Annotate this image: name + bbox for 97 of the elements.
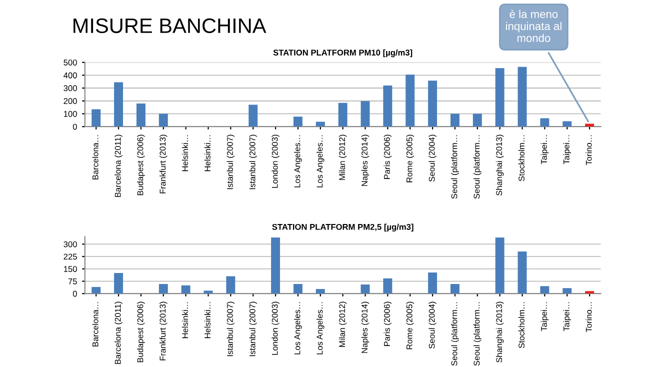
- x-tick-label: Barcelona (2011): [114, 134, 122, 197]
- bar: [114, 272, 124, 294]
- bar: [562, 288, 572, 294]
- bar: [450, 114, 460, 127]
- y-tick-label: 150: [64, 266, 77, 272]
- x-tick-label: Taipei…: [540, 302, 549, 332]
- bar: [540, 118, 550, 127]
- chart-title: STATION PLATFORM PM10 [µg/m3]: [273, 49, 412, 58]
- x-tick-label: Seoul (2004): [428, 302, 436, 349]
- x-tick-label: Shanghai (2013): [496, 134, 504, 196]
- x-tick-label: Los Angeles…: [294, 135, 302, 188]
- x-tick-label: Shanghai (2013): [496, 302, 504, 362]
- x-tick-label: London (2003): [272, 134, 280, 188]
- bar: [136, 103, 146, 127]
- y-tick-label: 500: [64, 60, 77, 66]
- x-tick-label: Los Angeles…: [316, 302, 324, 354]
- bar: [360, 284, 370, 294]
- x-tick-label: London (2003): [272, 302, 280, 355]
- bar: [158, 284, 168, 294]
- x-tick-label: Barcelona…: [92, 302, 98, 346]
- x-tick-label: Stockholm…: [518, 302, 524, 348]
- x-tick-label: Los Angeles…: [316, 135, 324, 188]
- y-tick-label: 225: [64, 254, 77, 260]
- bar: [585, 291, 594, 294]
- x-tick-label: Rome (2005): [406, 302, 414, 350]
- bar: [92, 287, 101, 294]
- x-tick-label: Taipei…: [540, 135, 549, 164]
- x-tick-label: Frankfurt (2013): [160, 302, 168, 360]
- bar: [181, 285, 190, 294]
- x-tick-label: Helsinki…: [204, 302, 210, 338]
- y-tick-label: 300: [64, 241, 77, 248]
- x-tick-label: Seoul (platform…: [451, 135, 459, 199]
- y-tick-label: 100: [64, 110, 77, 117]
- bar: [518, 66, 527, 127]
- bar: [360, 101, 370, 127]
- x-tick-label: Taipei…: [563, 302, 571, 332]
- x-tick-label: Helsinki…: [182, 135, 188, 172]
- x-tick-label: Budapest (2006): [137, 134, 145, 196]
- bar: [204, 290, 213, 294]
- x-tick-label: Stockholm…: [518, 135, 524, 182]
- x-tick-label: Frankfurt (2013): [160, 134, 168, 194]
- x-tick-label: Torino…: [586, 135, 592, 166]
- bar: [406, 74, 415, 127]
- x-tick-label: Torino…: [586, 302, 592, 332]
- x-tick-label: Seoul (platform…: [474, 302, 482, 366]
- bar: [293, 284, 302, 294]
- y-tick-label: 75: [68, 278, 77, 284]
- x-tick-label: Helsinki…: [204, 135, 210, 172]
- y-tick-label: 0: [72, 124, 77, 130]
- bar: [472, 114, 482, 127]
- x-tick-label: Rome (2005): [406, 134, 414, 182]
- x-tick-label: Naples (2014): [361, 302, 370, 353]
- bar: [271, 238, 280, 294]
- bar: [562, 121, 572, 127]
- y-tick-label: 200: [64, 98, 77, 104]
- bar: [338, 102, 348, 127]
- x-tick-label: Istanbul (2007): [226, 302, 235, 356]
- annotation: è la meno inquinata al mondo: [506, 10, 562, 42]
- chart-title: STATION PLATFORM PM2,5 [µg/m3]: [272, 224, 414, 232]
- bar: [248, 104, 258, 127]
- bar: [428, 272, 438, 294]
- x-tick-label: Milan (2012): [338, 302, 347, 347]
- bar: [450, 284, 460, 294]
- x-tick-label: Budapest (2006): [137, 302, 145, 362]
- y-tick-label: 0: [72, 290, 77, 297]
- x-tick-label: Istanbul (2007): [249, 134, 257, 190]
- bar: [316, 122, 325, 127]
- text: MISURE BANCHINA: [74, 18, 266, 34]
- x-tick-label: Paris (2006): [384, 302, 392, 346]
- bar: [226, 276, 236, 294]
- x-tick-label: Seoul (platform…: [451, 302, 459, 366]
- bar: [428, 80, 438, 127]
- bar: [92, 109, 101, 127]
- bar: [383, 86, 392, 127]
- x-tick-label: Paris (2006): [384, 134, 392, 179]
- bar: [540, 286, 550, 294]
- bar: [495, 68, 504, 127]
- x-tick-label: Barcelona…: [92, 135, 98, 180]
- bar: [158, 114, 168, 127]
- x-tick-label: Los Angeles…: [294, 302, 302, 354]
- y-tick-label: 400: [64, 72, 77, 78]
- bar: [383, 278, 392, 294]
- x-tick-label: Seoul (2004): [428, 134, 436, 182]
- x-tick-label: Taipei…: [563, 135, 571, 164]
- bar: [495, 238, 504, 294]
- bar: [316, 288, 325, 294]
- x-tick-label: Barcelona (2011): [114, 302, 122, 364]
- x-tick-label: Naples (2014): [361, 134, 370, 186]
- bar: [114, 82, 124, 127]
- x-tick-label: Istanbul (2007): [249, 302, 257, 356]
- x-tick-label: Helsinki…: [182, 302, 188, 338]
- bar: [518, 252, 527, 294]
- bar: [293, 116, 302, 127]
- x-tick-label: Seoul (platform…: [474, 135, 482, 199]
- x-tick-label: Istanbul (2007): [226, 134, 235, 190]
- x-tick-label: Milan (2012): [338, 134, 347, 180]
- y-tick-label: 300: [64, 85, 77, 92]
